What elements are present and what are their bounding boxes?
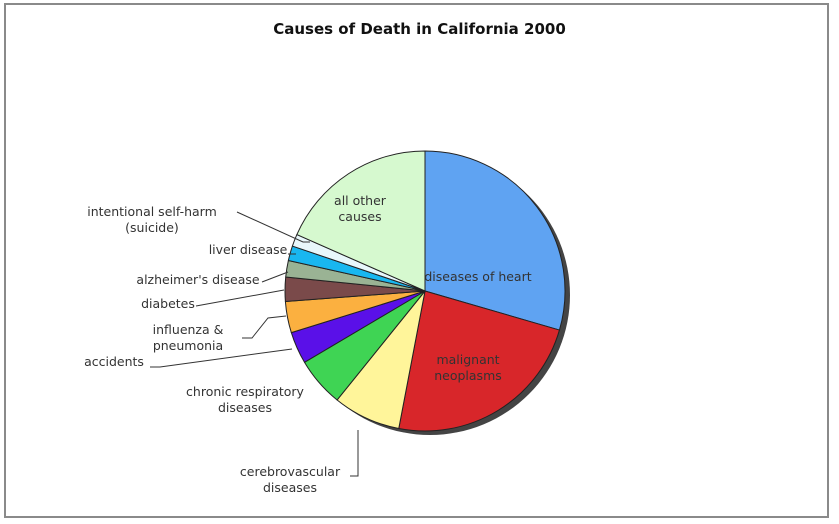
chart-title: Causes of Death in California 2000 — [273, 20, 566, 38]
label-cerebrovascular-diseases: cerebrovascular diseases — [240, 464, 341, 495]
label-chronic-respiratory-diseases: chronic respiratory diseases — [186, 384, 305, 415]
label-intentional-self-harm-suicide: intentional self-harm (suicide) — [87, 204, 217, 235]
label-all-other-causes: all other causes — [334, 193, 387, 224]
label-malignant-neoplasms: malignant neoplasms — [434, 352, 502, 383]
leader-accidents — [150, 348, 293, 368]
slice-malignant-neoplasms — [398, 290, 560, 432]
label-accidents: accidents — [84, 354, 144, 369]
slice-diseases-of-heart — [424, 150, 566, 331]
leader-intentional-self-harm-suicide — [236, 211, 310, 243]
leader-influenza-pneumonia — [242, 315, 287, 339]
leader-alzheimer-s-disease — [261, 271, 289, 283]
leader-diabetes — [195, 289, 285, 307]
leader-cerebrovascular-diseases — [350, 430, 359, 477]
label-diseases-of-heart: diseases of heart — [424, 269, 531, 284]
label-diabetes: diabetes — [141, 296, 195, 311]
label-influenza-pneumonia: influenza & pneumonia — [153, 322, 224, 353]
label-liver-disease: liver disease — [209, 242, 288, 257]
slice-all-other-causes — [296, 150, 426, 292]
label-alzheimer-s-disease: alzheimer's disease — [136, 272, 259, 287]
